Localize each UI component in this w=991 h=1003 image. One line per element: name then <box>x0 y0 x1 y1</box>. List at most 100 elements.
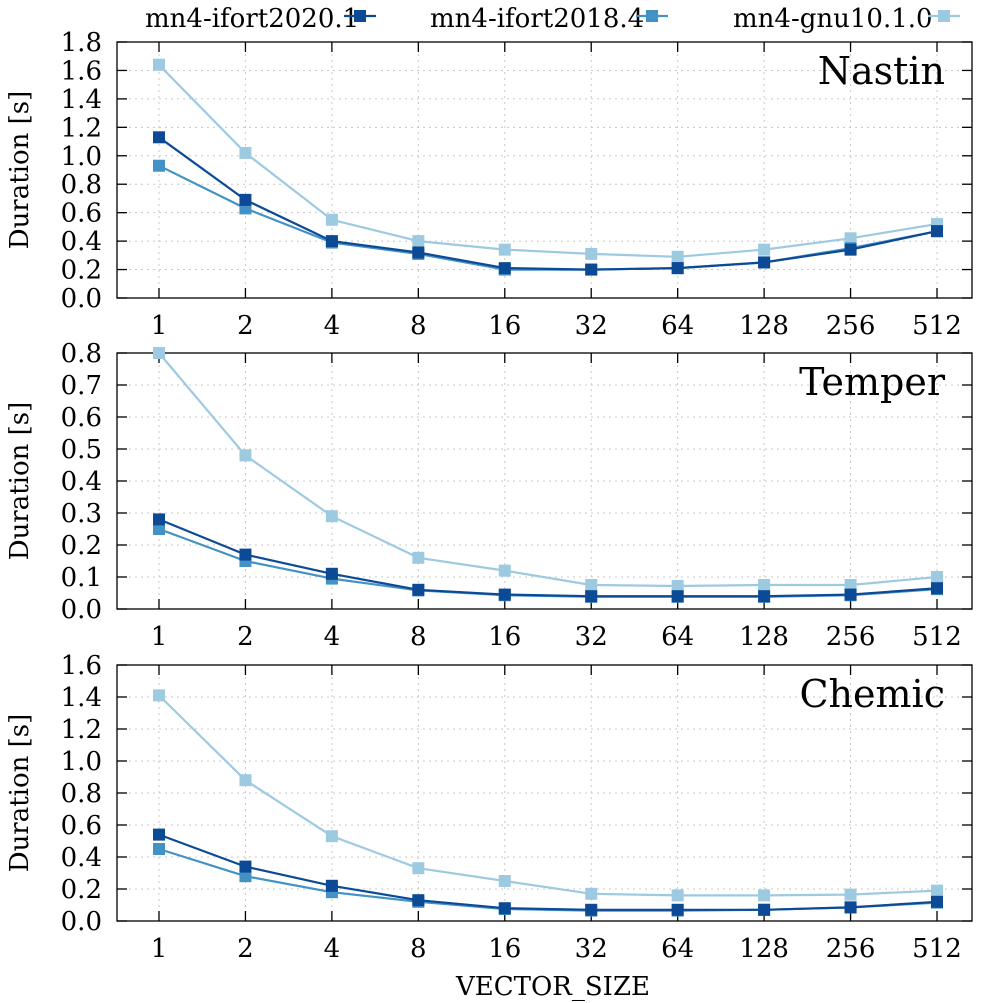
legend-marker-mn4-gnu10-1-0 <box>938 10 950 22</box>
y-axis-title: Duration [s] <box>5 91 35 250</box>
point-mn4-gnu10-1-0 <box>498 875 511 887</box>
point-mn4-gnu10-1-0 <box>758 579 771 591</box>
y-tick-label: 0.2 <box>61 256 102 286</box>
y-tick-label: 0.2 <box>61 875 102 905</box>
point-mn4-gnu10-1-0 <box>325 830 338 843</box>
x-tick-label: 32 <box>575 311 608 341</box>
point-mn4-gnu10-1-0 <box>585 247 598 260</box>
x-tick-label: 32 <box>575 934 608 964</box>
panel-title: Nastin <box>818 49 945 93</box>
x-axis-title: VECTOR_SIZE <box>455 972 650 1002</box>
point-mn4-gnu10-1-0 <box>671 889 684 902</box>
x-tick-label: 32 <box>575 622 608 652</box>
point-mn4-ifort2020-1 <box>844 243 857 256</box>
x-tick-label: 1 <box>151 622 168 652</box>
y-tick-label: 0.0 <box>61 284 102 314</box>
point-mn4-ifort2020-1 <box>585 903 598 916</box>
series-line-mn4-ifort2020-1 <box>158 136 938 271</box>
point-mn4-ifort2020-1 <box>153 513 165 526</box>
y-tick-label: 1.8 <box>61 28 102 58</box>
y-axis-title: Duration [s] <box>5 714 35 873</box>
x-tick-label: 8 <box>410 622 427 652</box>
point-mn4-ifort2020-1 <box>758 903 771 916</box>
point-mn4-gnu10-1-0 <box>758 889 771 902</box>
series-line-mn4-ifort2018-4 <box>158 527 938 598</box>
point-mn4-ifort2020-1 <box>844 901 857 914</box>
y-tick-label: 0.8 <box>61 339 102 369</box>
series-line-mn4-gnu10-1-0 <box>158 352 938 588</box>
legend-marker-mn4-ifort2018-4 <box>646 10 658 22</box>
point-mn4-ifort2020-1 <box>931 225 943 238</box>
point-mn4-ifort2020-1 <box>498 588 511 601</box>
point-mn4-gnu10-1-0 <box>239 774 252 787</box>
point-mn4-ifort2020-1 <box>585 590 598 603</box>
x-tick-label: 4 <box>324 934 341 964</box>
legend-label-mn4-gnu10-1-0: mn4-gnu10.1.0 <box>733 4 933 34</box>
point-mn4-ifort2020-1 <box>671 262 684 275</box>
point-mn4-ifort2020-1 <box>931 582 943 595</box>
x-tick-label: 8 <box>410 311 427 341</box>
panel-title: Chemic <box>799 672 945 716</box>
x-tick-label: 256 <box>826 622 876 652</box>
point-mn4-ifort2020-1 <box>671 903 684 916</box>
point-mn4-ifort2020-1 <box>325 235 338 248</box>
series-line-mn4-gnu10-1-0 <box>158 64 938 258</box>
point-mn4-gnu10-1-0 <box>153 689 165 702</box>
legend-marker-mn4-ifort2020-1 <box>354 10 366 22</box>
point-mn4-ifort2020-1 <box>239 548 252 561</box>
point-mn4-gnu10-1-0 <box>153 58 165 71</box>
y-tick-label: 0.5 <box>61 435 102 465</box>
x-tick-label: 512 <box>912 311 962 341</box>
y-tick-label: 0.4 <box>61 843 102 873</box>
point-mn4-gnu10-1-0 <box>758 243 771 256</box>
y-tick-label: 1.4 <box>61 683 102 713</box>
point-mn4-gnu10-1-0 <box>671 579 684 592</box>
y-axis-title: Duration [s] <box>5 402 35 561</box>
y-tick-label: 0.7 <box>61 371 102 401</box>
point-mn4-ifort2020-1 <box>931 895 943 908</box>
point-mn4-gnu10-1-0 <box>844 888 857 901</box>
point-mn4-gnu10-1-0 <box>412 235 425 248</box>
point-mn4-ifort2018-4 <box>239 870 252 883</box>
point-mn4-gnu10-1-0 <box>153 347 165 359</box>
series-line-mn4-ifort2018-4 <box>158 847 938 912</box>
y-tick-label: 0.8 <box>61 779 102 809</box>
y-tick-label: 0.2 <box>61 531 102 561</box>
y-tick-label: 0.4 <box>61 227 102 257</box>
y-tick-label: 0.3 <box>61 499 102 529</box>
x-tick-label: 16 <box>488 934 521 964</box>
point-mn4-gnu10-1-0 <box>931 884 943 897</box>
x-tick-label: 64 <box>661 311 694 341</box>
panel-nastin: 0.00.20.40.60.81.01.21.41.61.8 1 2 4 8 16 32 64… <box>5 28 973 341</box>
point-mn4-ifort2020-1 <box>239 193 252 206</box>
point-mn4-ifort2020-1 <box>585 263 598 276</box>
y-tick-label: 0.0 <box>61 907 102 937</box>
x-tick-label: 512 <box>912 622 962 652</box>
legend: mn4-ifort2020.1 mn4-ifort2018.4 mn4-gnu10.… <box>145 4 960 34</box>
point-mn4-gnu10-1-0 <box>325 510 338 523</box>
point-mn4-ifort2018-4 <box>153 843 165 855</box>
point-mn4-ifort2020-1 <box>844 588 857 601</box>
x-tick-label: 2 <box>237 311 254 341</box>
point-mn4-ifort2020-1 <box>153 131 165 144</box>
x-tick-label: 128 <box>739 934 789 964</box>
point-mn4-ifort2020-1 <box>758 590 771 603</box>
y-tick-label: 1.2 <box>61 715 102 745</box>
point-mn4-ifort2020-1 <box>498 262 511 275</box>
plot-frame <box>116 41 973 299</box>
x-tick-label: 512 <box>912 934 962 964</box>
point-mn4-gnu10-1-0 <box>239 146 252 159</box>
x-tick-label: 128 <box>739 311 789 341</box>
x-tick-label: 2 <box>237 934 254 964</box>
point-mn4-ifort2020-1 <box>239 860 252 873</box>
point-mn4-ifort2020-1 <box>671 590 684 603</box>
y-tick-label: 0.0 <box>61 595 102 625</box>
x-tick-label: 128 <box>739 622 789 652</box>
y-tick-label: 1.0 <box>61 142 102 172</box>
panel-temper: 0.00.10.20.30.40.50.60.70.8 1 2 4 8 16 32 64 128… <box>5 339 973 652</box>
point-mn4-ifort2020-1 <box>325 879 338 892</box>
point-mn4-gnu10-1-0 <box>498 564 511 577</box>
chart-panels: 0.00.20.40.60.81.01.21.41.61.81 2 4 8 16 32 64… <box>5 28 973 964</box>
x-tick-label: 8 <box>410 934 427 964</box>
